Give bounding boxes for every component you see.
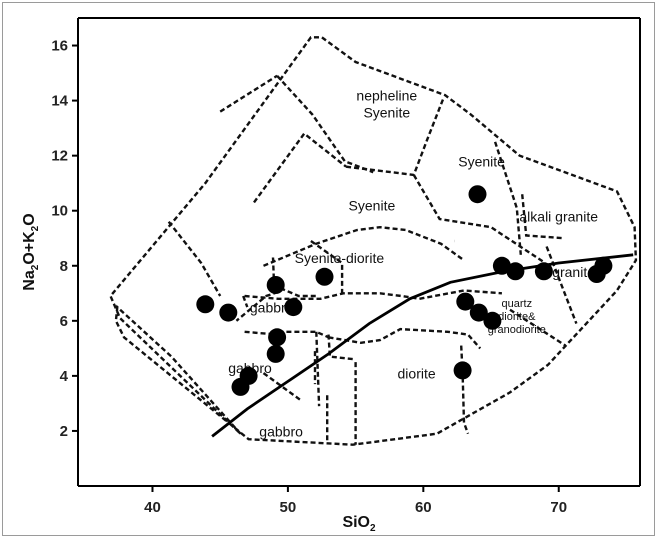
- field-boundary-line: [509, 308, 567, 347]
- field-label-line: diorite: [398, 366, 436, 382]
- data-point: [284, 298, 303, 317]
- field-boundary-line: [253, 131, 347, 204]
- alkaline-subalkaline-divider: [211, 253, 634, 438]
- alkaline-divider-curve: [211, 253, 634, 438]
- y-title-main: Na: [21, 270, 38, 291]
- field-boundary-line: [460, 345, 470, 435]
- field-boundary-line: [167, 220, 222, 297]
- data-point: [469, 303, 488, 322]
- x-title-main: SiO: [342, 514, 370, 531]
- field-label-line: Syenite: [458, 154, 505, 170]
- field-label: Syenite-diorite: [295, 250, 385, 266]
- field-label: gabbro: [259, 423, 303, 439]
- field-boundary-line: [345, 97, 445, 177]
- field-boundary-line: [244, 289, 502, 301]
- data-point: [468, 185, 487, 204]
- field-label: alkali granite: [519, 209, 598, 225]
- y-tick-label: 10: [51, 203, 68, 220]
- field-boundary-line: [328, 327, 482, 350]
- y-title-sub: 2: [30, 225, 41, 231]
- field-label-line: gabbro: [250, 300, 294, 316]
- data-point: [453, 361, 472, 380]
- data-point: [483, 311, 502, 330]
- x-tick-label: 60: [415, 499, 432, 516]
- data-point: [231, 377, 250, 396]
- y-tick-label: 12: [51, 148, 68, 165]
- x-tick-label: 40: [144, 499, 161, 516]
- field-boundary-line: [219, 74, 278, 113]
- field-label-line: quartz: [502, 298, 533, 310]
- field-boundary-line: [276, 74, 374, 174]
- field-boundary-line: [521, 194, 565, 240]
- field-label-line: nepheline: [356, 88, 417, 104]
- data-point: [268, 328, 287, 347]
- field-label: gabbro: [250, 300, 294, 316]
- y-tick-label: 14: [51, 93, 68, 110]
- y-axis-title: Na2O+K2O: [21, 213, 41, 290]
- field-label: granite: [552, 264, 595, 280]
- y-tick-label: 2: [60, 423, 68, 440]
- data-point: [492, 256, 511, 275]
- data-point: [196, 295, 215, 314]
- data-point: [266, 344, 285, 363]
- field-label: diorite: [398, 366, 436, 382]
- field-label-line: Syenite-diorite: [295, 250, 385, 266]
- field-label-line: alkali granite: [519, 209, 598, 225]
- field-label: quartz diorite& granodiorite: [488, 298, 546, 336]
- field-boundary-line: [493, 141, 522, 255]
- y-title-sub: 2: [30, 264, 41, 270]
- field-boundary-line: [315, 331, 321, 407]
- field-label-line: Syenite: [349, 198, 396, 214]
- y-title-main: O: [21, 213, 38, 225]
- x-tick-label: 50: [280, 499, 297, 516]
- x-title-sub: 2: [370, 523, 376, 534]
- field-label-line: gabbro: [259, 423, 303, 439]
- data-point: [219, 303, 238, 322]
- field-boundary-line: [242, 295, 249, 308]
- data-point: [594, 256, 613, 275]
- field-boundary-line: [545, 246, 578, 325]
- data-point: [534, 262, 553, 281]
- x-axis-title: SiO2: [342, 514, 376, 534]
- field-label-line: Syenite: [363, 105, 410, 121]
- x-tick-label: 70: [550, 499, 567, 516]
- y-tick-label: 16: [51, 38, 68, 55]
- field-boundary-line: [263, 225, 465, 267]
- field-label: Syenite: [458, 154, 505, 170]
- field-label-line: granite: [552, 264, 595, 280]
- field-boundary-line: [310, 240, 344, 294]
- outer-field-boundary: [109, 36, 638, 446]
- field-boundary-line: [412, 174, 546, 265]
- y-tick-label: 4: [60, 368, 69, 385]
- field-label-line: diorite&: [498, 311, 536, 323]
- y-tick-label: 8: [60, 258, 68, 275]
- field-boundary-line: [235, 257, 276, 322]
- field-boundary-line: [278, 330, 329, 339]
- y-tick-label: 6: [60, 313, 68, 330]
- field-label-line: granodiorite: [488, 324, 546, 336]
- axes: 40 50 60 70 2 4 6 8 10 12 14 16: [51, 17, 641, 516]
- data-point: [266, 276, 285, 294]
- field-label: Syenite: [349, 198, 396, 214]
- y-title-main: O+K: [21, 231, 38, 265]
- data-point: [315, 267, 334, 286]
- data-points: [196, 185, 613, 396]
- data-point: [456, 292, 475, 311]
- data-point: [506, 262, 525, 281]
- field-label: nepheline Syenite: [356, 88, 417, 121]
